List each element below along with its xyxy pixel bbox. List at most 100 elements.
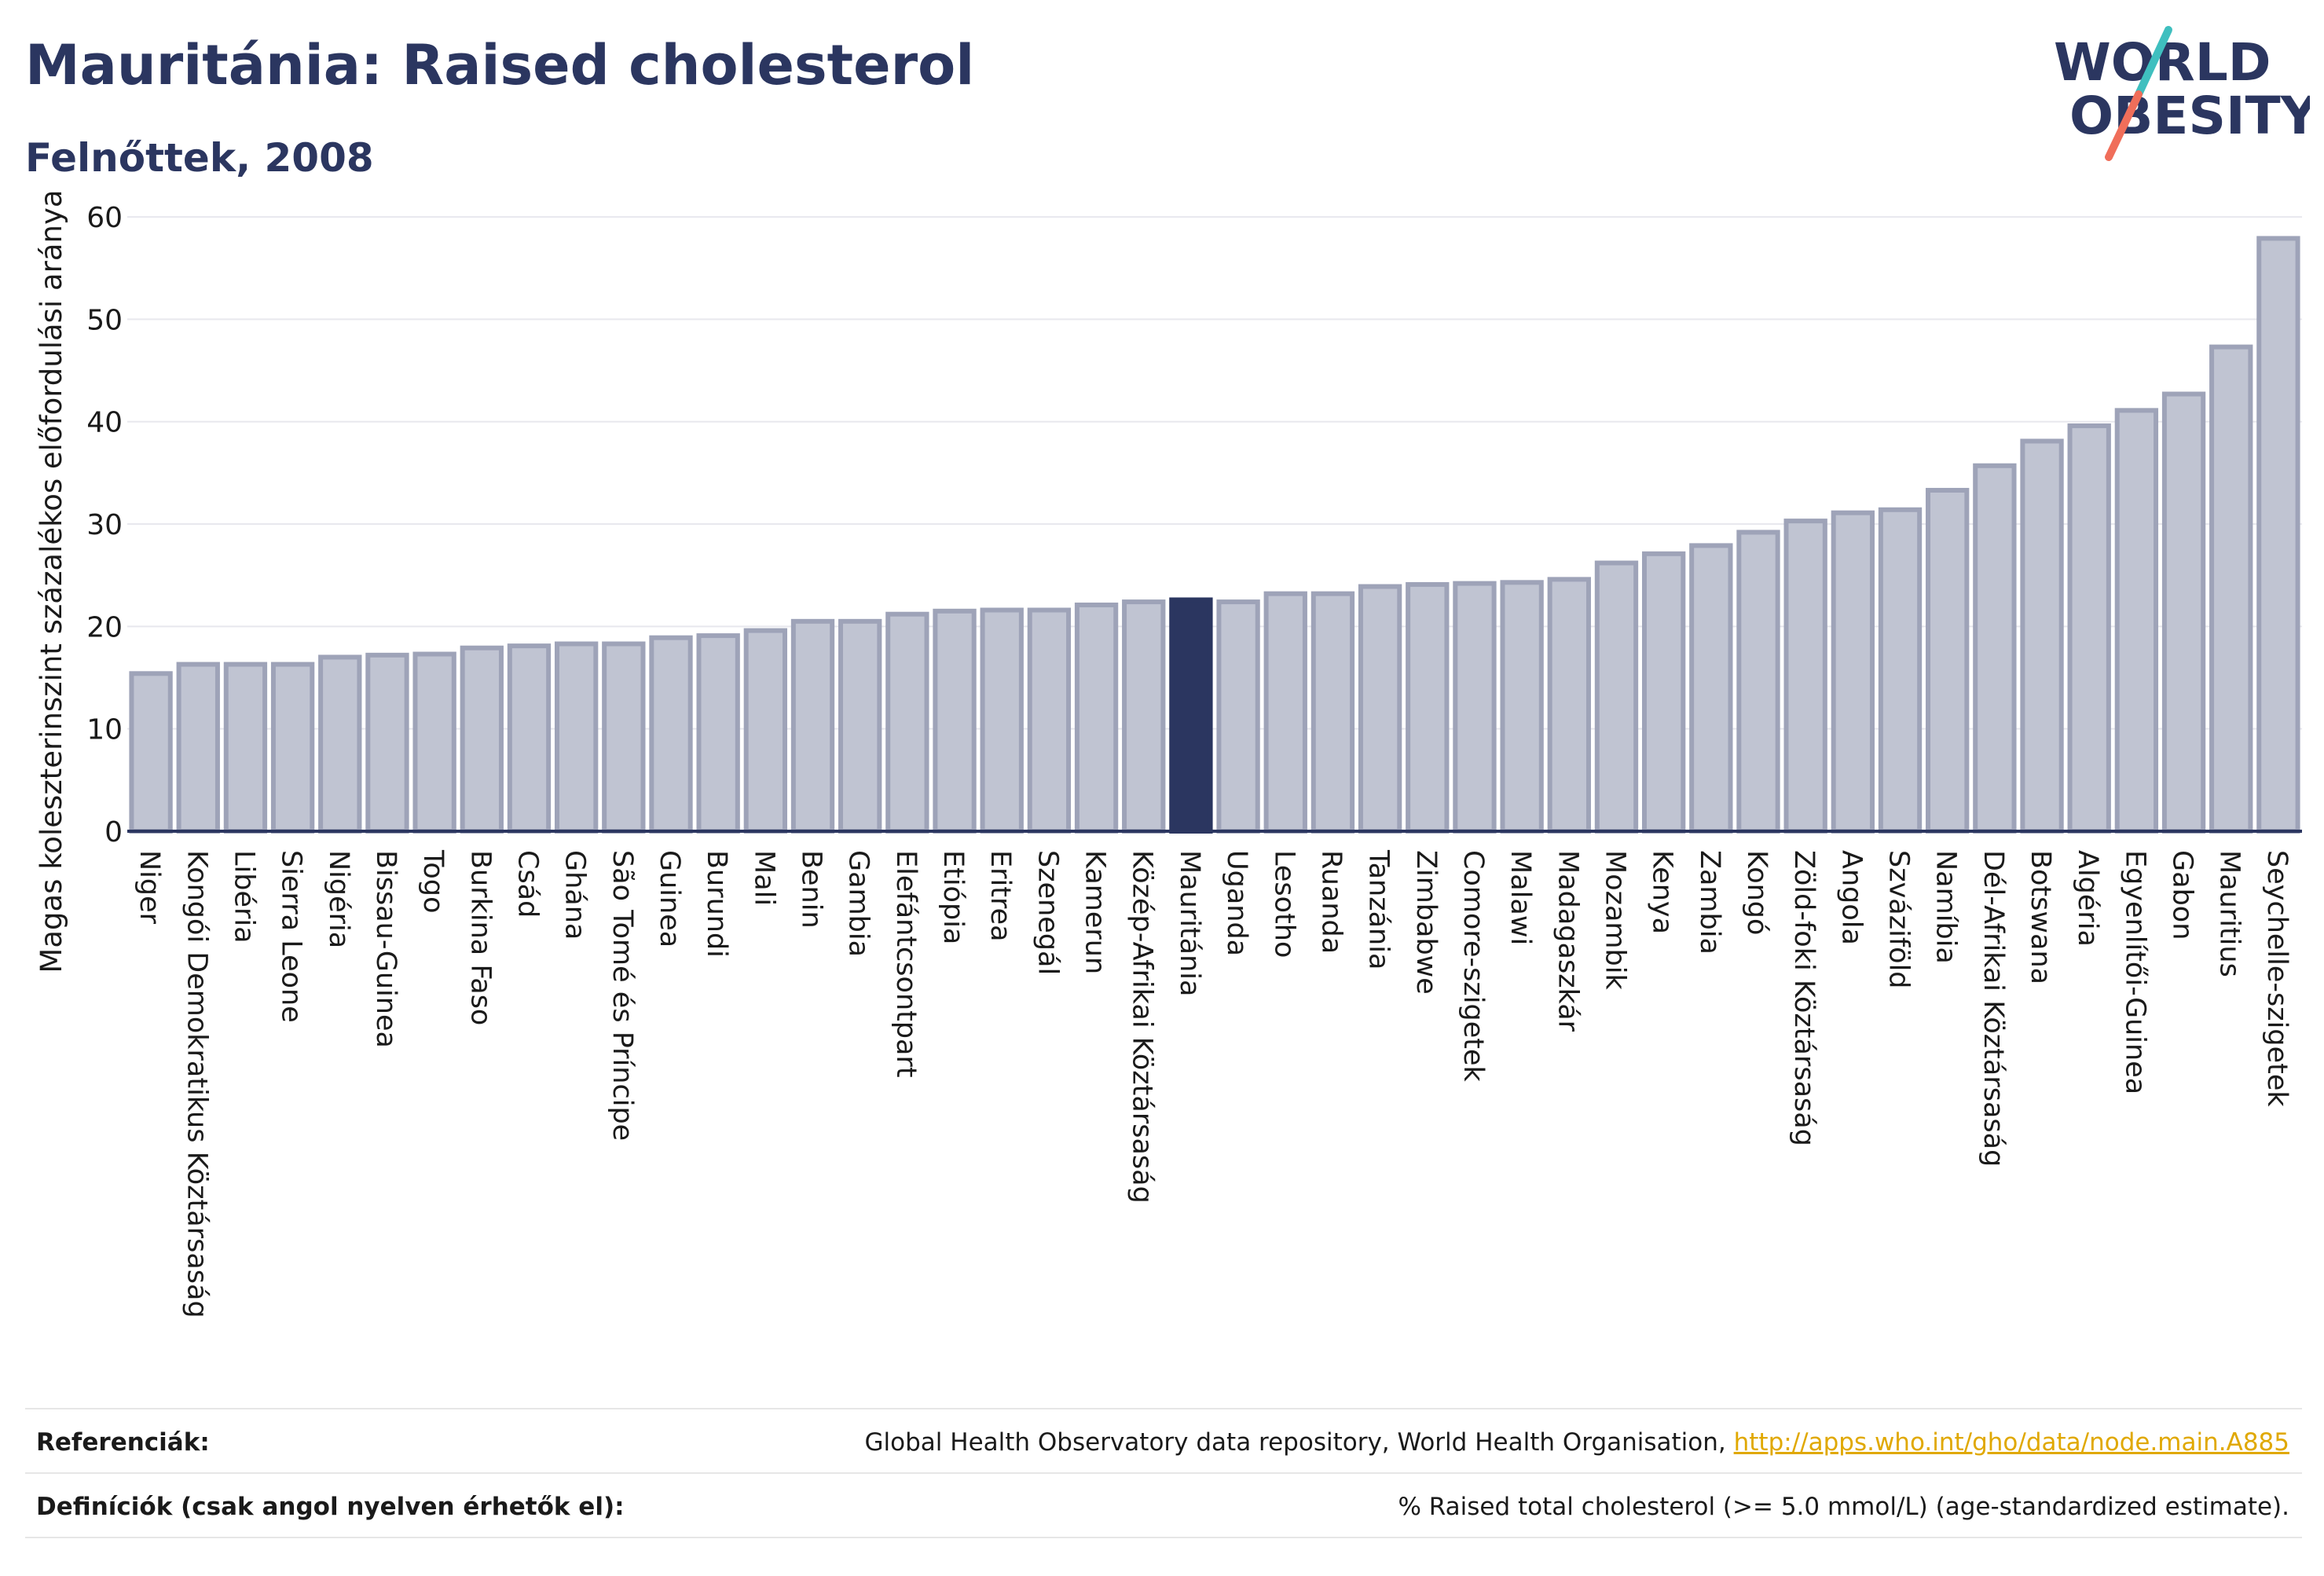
x-tick-label: Csád xyxy=(511,850,543,918)
x-tick-label: Zambia xyxy=(1694,850,1725,955)
y-tick-label: 50 xyxy=(86,304,123,336)
bar xyxy=(1358,584,1402,834)
logo-slash-coral xyxy=(2105,90,2143,161)
x-tick-label: Mauritánia xyxy=(1174,850,1205,996)
x-tick-label: Etiópia xyxy=(937,850,969,944)
x-tick-label: Ghána xyxy=(559,850,591,940)
x-tick-label: Madagaszkár xyxy=(1552,850,1583,1032)
x-tick-label: Dél-Afrikai Köztársaság xyxy=(1978,850,2009,1167)
references-value: Global Health Observatory data repositor… xyxy=(865,1428,2289,1457)
bar xyxy=(1122,599,1166,834)
bar xyxy=(696,633,740,834)
x-tick-label: Egyenlítői-Guinea xyxy=(2119,850,2150,1094)
x-tick-label: Niger xyxy=(134,850,165,925)
bar xyxy=(1074,602,1119,834)
bar xyxy=(2256,236,2300,834)
bar xyxy=(1547,577,1591,834)
bar xyxy=(507,643,552,834)
bar xyxy=(270,662,315,834)
y-tick-label: 0 xyxy=(104,816,123,848)
x-tick-label: Elefántcsontpart xyxy=(890,850,922,1078)
bar xyxy=(2020,438,2064,834)
y-axis-label: Magas koleszterinszint százalékos előfor… xyxy=(35,189,68,973)
x-tick-label: Comore-szigetek xyxy=(1457,850,1489,1082)
bar xyxy=(838,618,882,834)
x-tick-label: Szváziföld xyxy=(1883,850,1915,989)
x-tick-label: Gambia xyxy=(843,850,874,957)
x-tick-labels: Niger Kongói Demokratikus Köztársaság Libé… xyxy=(134,849,2293,1318)
references-label: Referenciák: xyxy=(36,1428,210,1457)
footer-divider-middle xyxy=(25,1472,2302,1474)
x-tick-label: Kongói Demokratikus Köztársaság xyxy=(181,850,212,1318)
bar xyxy=(1216,599,1260,834)
x-tick-label: São Tomé és Príncipe xyxy=(607,850,638,1141)
x-tick-label: Ruanda xyxy=(1315,850,1347,954)
bar xyxy=(554,641,599,834)
x-tick-label: Mozambik xyxy=(1599,850,1630,990)
x-tick-label: Lesotho xyxy=(1268,850,1299,958)
bar xyxy=(1641,551,1686,834)
bar xyxy=(1831,510,1875,834)
footer-divider-bottom xyxy=(25,1537,2302,1538)
x-tick-label: Nigéria xyxy=(323,850,354,948)
x-tick-label: Sierra Leone xyxy=(276,850,307,1023)
bar xyxy=(1263,591,1307,834)
bar xyxy=(1406,581,1450,834)
world-obesity-logo: WORLD OBESITY xyxy=(2054,26,2310,161)
x-tick-label: Kenya xyxy=(1647,850,1678,934)
bar xyxy=(602,641,646,834)
chart-subtitle: Felnőttek, 2008 xyxy=(25,135,374,181)
x-tick-label: Namíbia xyxy=(1930,850,1962,964)
x-tick-label: Botswana xyxy=(2025,850,2056,984)
x-tick-label: Eritrea xyxy=(984,850,1016,942)
y-tick-label: 30 xyxy=(86,509,123,541)
footer-divider-top xyxy=(25,1408,2302,1409)
bar xyxy=(1736,530,1780,834)
x-tick-label: Közép-Afrikai Köztársaság xyxy=(1127,850,1158,1204)
bar xyxy=(1169,597,1213,834)
logo-line2: OBESITY xyxy=(2069,86,2310,146)
y-tick-labels: 0 10 20 30 40 50 60 xyxy=(86,202,123,848)
x-tick-label: Kongó xyxy=(1741,850,1772,935)
bar xyxy=(1689,543,1733,834)
bar xyxy=(1783,519,1827,834)
x-tick-label: Szenegál xyxy=(1032,850,1063,975)
x-tick-label: Burkina Faso xyxy=(464,850,496,1025)
x-tick-label: Mauritius xyxy=(2214,850,2245,977)
bar xyxy=(365,652,409,834)
bar xyxy=(649,635,693,834)
bar xyxy=(176,662,220,834)
x-tick-label: Malawi xyxy=(1505,850,1536,945)
bar xyxy=(933,608,977,834)
bar xyxy=(1310,591,1355,834)
chart-title: Mauritánia: Raised cholesterol xyxy=(25,33,975,97)
y-tick-label: 10 xyxy=(86,714,123,746)
definitions-value: % Raised total cholesterol (>= 5.0 mmol/… xyxy=(1398,1493,2289,1521)
bar xyxy=(1027,607,1072,834)
bar xyxy=(1878,507,1923,834)
bar xyxy=(1453,581,1497,834)
x-tick-label: Libéria xyxy=(228,850,259,944)
x-tick-label: Bissau-Guinea xyxy=(370,850,401,1048)
y-tick-label: 40 xyxy=(86,407,123,439)
x-tick-label: Mali xyxy=(748,850,779,906)
references-link[interactable]: http://apps.who.int/gho/data/node.main.A… xyxy=(1733,1428,2289,1457)
bar xyxy=(885,611,929,834)
definitions-label: Definíciók (csak angol nyelven érhetők e… xyxy=(36,1493,625,1521)
x-tick-label: Togo xyxy=(417,849,449,913)
x-tick-label: Zöld-foki Köztársaság xyxy=(1788,850,1820,1146)
bar xyxy=(1973,463,2017,834)
x-tick-label: Zimbabwe xyxy=(1410,850,1442,995)
bars xyxy=(129,236,2300,834)
x-tick-label: Seychelle-szigetek xyxy=(2261,850,2293,1107)
references-text: Global Health Observatory data repositor… xyxy=(864,1428,1734,1457)
logo-slash-teal xyxy=(2135,26,2172,98)
y-tick-label: 60 xyxy=(86,202,123,234)
bar xyxy=(223,662,268,834)
bar xyxy=(2114,408,2159,834)
bar xyxy=(1926,488,1970,834)
bar xyxy=(412,651,456,834)
bar xyxy=(980,607,1024,834)
x-tick-label: Burundi xyxy=(701,850,732,958)
x-tick-label: Kamerun xyxy=(1080,850,1111,974)
